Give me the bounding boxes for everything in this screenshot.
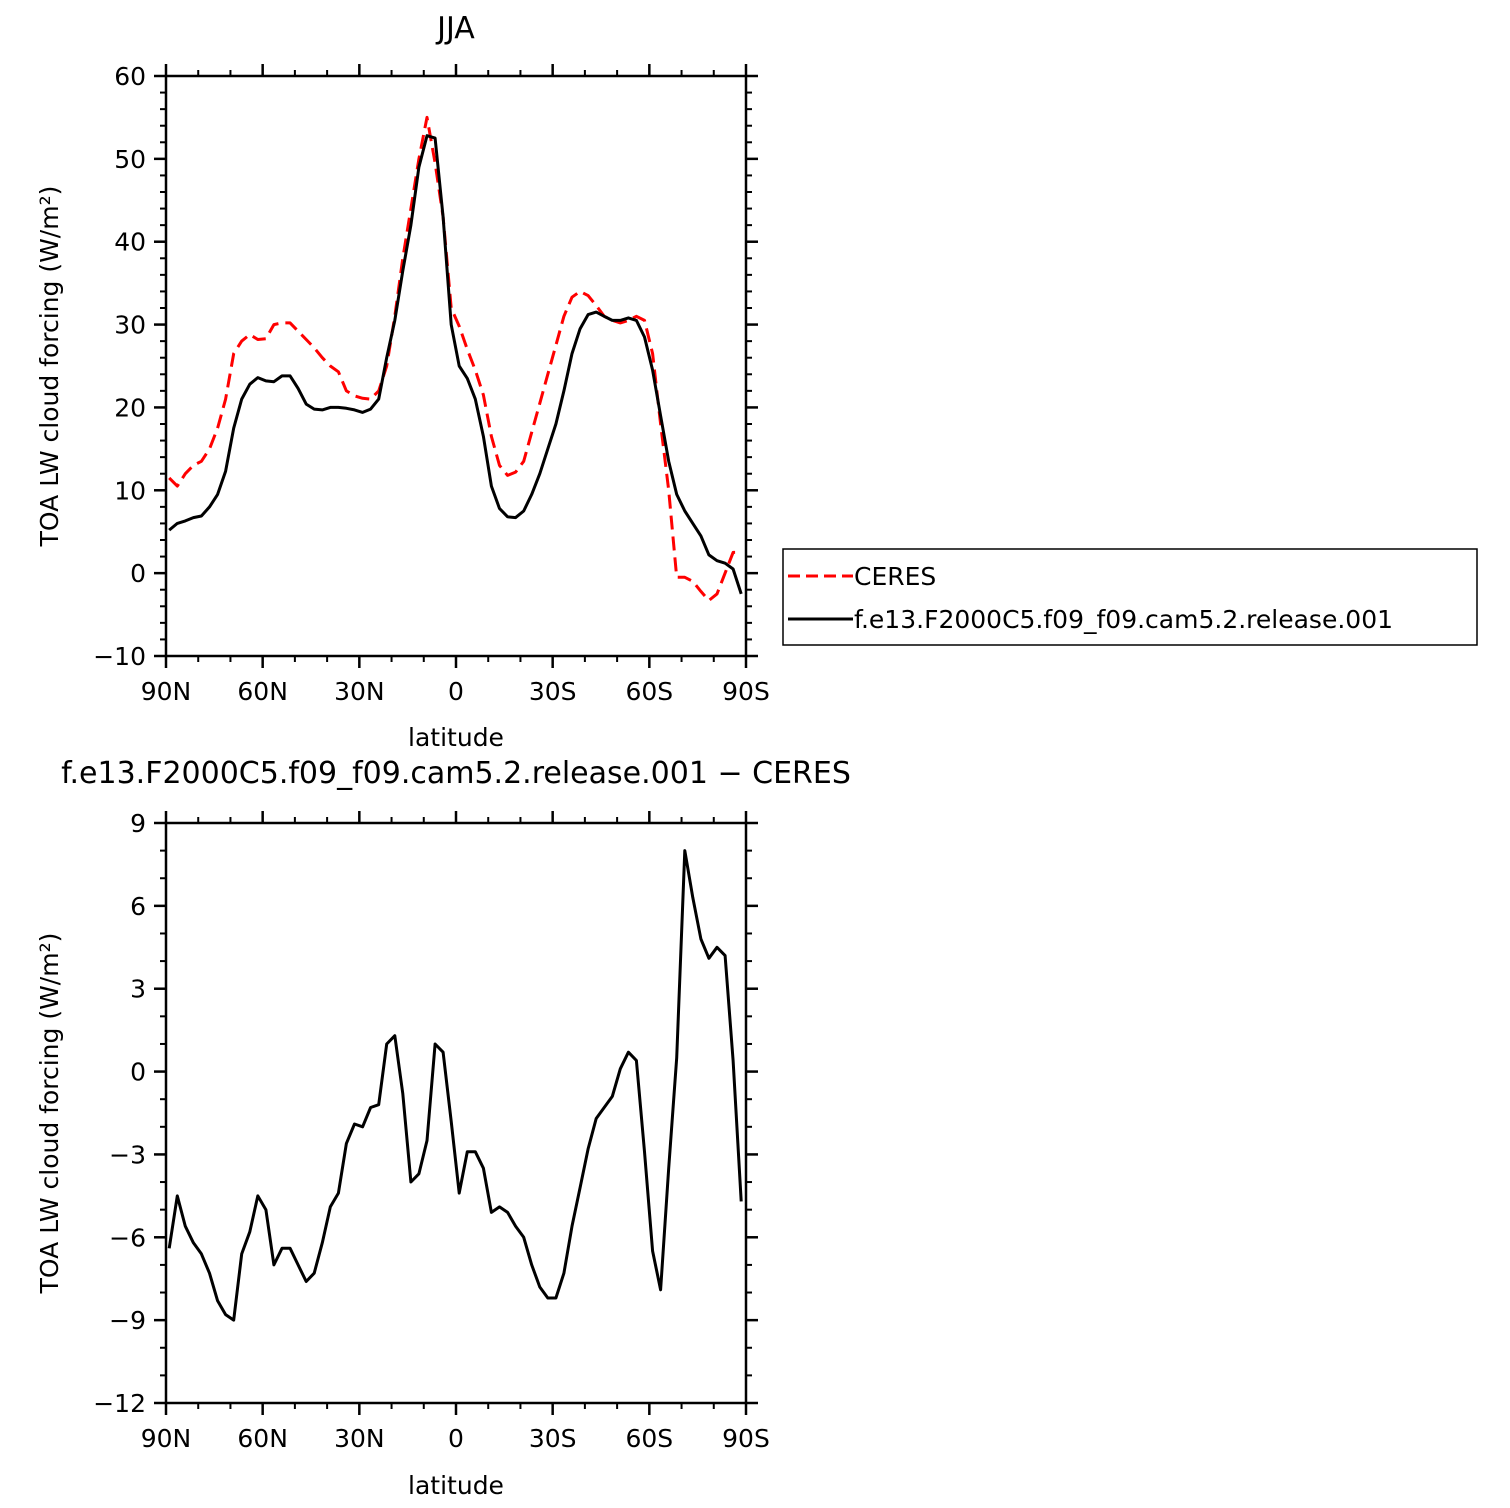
y-tick-label: 9 — [130, 809, 146, 838]
x-tick-label: 90N — [141, 677, 192, 706]
y-tick-label: 40 — [114, 228, 146, 257]
legend: CERES f.e13.F2000C5.f09_f09.cam5.2.relea… — [782, 548, 1478, 646]
x-tick-label: 30S — [529, 1424, 577, 1453]
y-tick-label: 10 — [114, 476, 146, 505]
legend-label-ceres: CERES — [854, 562, 936, 591]
bottom-chart-panel: f.e13.F2000C5.f09_f09.cam5.2.release.001… — [35, 756, 851, 1500]
bottom-series-lines — [167, 849, 743, 1322]
y-tick-label: 50 — [114, 145, 146, 174]
top-ticks — [154, 64, 758, 668]
y-tick-label: 60 — [114, 62, 146, 91]
x-tick-label: 90S — [722, 677, 770, 706]
x-tick-label: 30N — [334, 677, 385, 706]
top-y-axis-label: TOA LW cloud forcing (W/m²) — [35, 186, 64, 548]
y-tick-label: 0 — [130, 1058, 146, 1087]
x-tick-label: 60N — [237, 1424, 288, 1453]
legend-label-model: f.e13.F2000C5.f09_f09.cam5.2.release.001 — [854, 605, 1393, 634]
x-tick-label: 90S — [722, 1424, 770, 1453]
series-line-difference — [167, 849, 743, 1322]
top-y-tick-labels: −10 0 10 20 30 40 50 60 — [93, 62, 146, 671]
bottom-ticks — [154, 811, 758, 1415]
top-chart-panel: JJA 90N 60N 30N 0 30S 60S 90S −10 0 10 20 30 40 50 60… — [35, 11, 1478, 752]
bottom-chart-title: f.e13.F2000C5.f09_f09.cam5.2.release.001… — [61, 756, 851, 791]
x-tick-label: 0 — [448, 1424, 464, 1453]
y-tick-label: −3 — [109, 1140, 146, 1169]
x-tick-label: 30N — [334, 1424, 385, 1453]
x-tick-label: 60S — [625, 677, 673, 706]
x-tick-label: 90N — [141, 1424, 192, 1453]
bottom-plot-frame — [164, 821, 748, 1405]
legend-box — [782, 548, 1478, 646]
x-tick-label: 0 — [448, 677, 464, 706]
y-tick-label: 30 — [114, 311, 146, 340]
bottom-y-axis-label: TOA LW cloud forcing (W/m²) — [35, 933, 64, 1295]
series-line-ceres — [168, 115, 742, 602]
top-x-tick-labels: 90N 60N 30N 0 30S 60S 90S — [141, 677, 770, 706]
top-chart-title: JJA — [435, 11, 475, 46]
y-tick-label: −6 — [109, 1223, 146, 1252]
bottom-y-tick-labels: −12 −9 −6 −3 0 3 6 9 — [93, 809, 146, 1418]
top-series-lines — [168, 115, 743, 602]
y-tick-label: −9 — [109, 1306, 146, 1335]
y-tick-label: 0 — [130, 559, 146, 588]
y-tick-label: −12 — [93, 1389, 146, 1418]
bottom-x-axis-label: latitude — [408, 1471, 504, 1500]
x-tick-label: 60N — [237, 677, 288, 706]
y-tick-label: 3 — [130, 975, 146, 1004]
top-plot-frame — [164, 74, 748, 658]
series-line-f-e13-f2000c5-f09-f09-cam5-2-release-001 — [168, 134, 743, 595]
y-tick-label: −10 — [93, 642, 146, 671]
x-tick-label: 30S — [529, 677, 577, 706]
bottom-x-tick-labels: 90N 60N 30N 0 30S 60S 90S — [141, 1424, 770, 1453]
top-x-axis-label: latitude — [408, 723, 504, 752]
y-tick-label: 6 — [130, 892, 146, 921]
y-tick-label: 20 — [114, 393, 146, 422]
x-tick-label: 60S — [625, 1424, 673, 1453]
